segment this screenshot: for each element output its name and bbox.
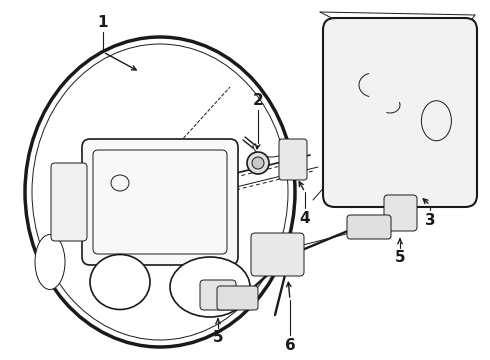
- Ellipse shape: [252, 157, 264, 169]
- Ellipse shape: [90, 255, 150, 310]
- Text: 4: 4: [300, 211, 310, 225]
- FancyBboxPatch shape: [347, 215, 391, 239]
- FancyBboxPatch shape: [82, 139, 238, 265]
- FancyBboxPatch shape: [217, 286, 258, 310]
- FancyBboxPatch shape: [51, 163, 87, 241]
- FancyBboxPatch shape: [279, 139, 307, 180]
- Ellipse shape: [247, 152, 269, 174]
- Ellipse shape: [170, 257, 250, 317]
- Text: 5: 5: [213, 330, 223, 346]
- Text: 5: 5: [394, 251, 405, 266]
- FancyBboxPatch shape: [200, 280, 236, 310]
- FancyBboxPatch shape: [323, 18, 477, 207]
- FancyBboxPatch shape: [384, 195, 417, 231]
- Ellipse shape: [35, 234, 65, 289]
- Text: 3: 3: [425, 212, 435, 228]
- Text: 1: 1: [98, 14, 108, 30]
- Text: 2: 2: [253, 93, 264, 108]
- FancyBboxPatch shape: [251, 233, 304, 276]
- Text: 6: 6: [285, 338, 295, 352]
